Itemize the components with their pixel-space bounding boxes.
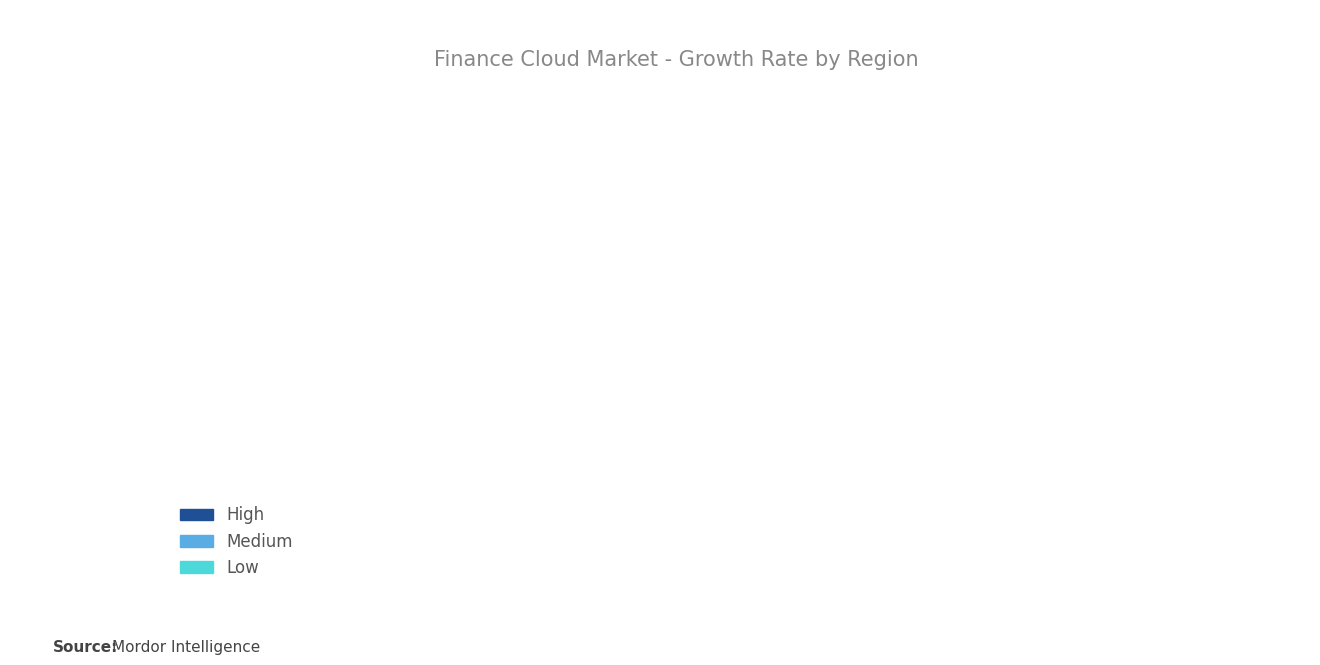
Text: Mordor Intelligence: Mordor Intelligence — [112, 640, 260, 655]
Legend: High, Medium, Low: High, Medium, Low — [173, 499, 300, 583]
Text: Source:: Source: — [53, 640, 119, 655]
Title: Finance Cloud Market - Growth Rate by Region: Finance Cloud Market - Growth Rate by Re… — [434, 50, 919, 70]
